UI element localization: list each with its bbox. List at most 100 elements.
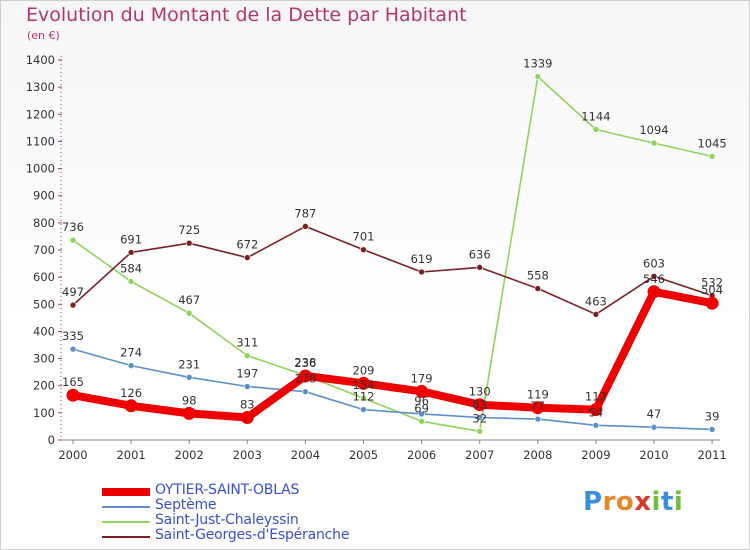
legend-swatch xyxy=(102,521,150,523)
data-label: 1144 xyxy=(581,109,610,123)
data-label: 504 xyxy=(701,283,723,297)
x-tick-label: 2011 xyxy=(697,448,726,462)
data-label: 546 xyxy=(643,272,665,286)
data-label: 231 xyxy=(178,357,200,371)
data-label: 47 xyxy=(647,407,662,421)
data-point xyxy=(534,73,542,80)
data-label: 619 xyxy=(411,252,433,266)
data-point xyxy=(418,410,425,418)
data-label: 179 xyxy=(411,371,433,385)
data-label: 32 xyxy=(472,411,487,425)
axes: 0 100 200 300 400 500 600 700 800 900 1000 1100 1200… xyxy=(26,53,727,462)
data-point xyxy=(244,254,251,261)
y-tick-label: 200 xyxy=(33,379,55,393)
data-label: 311 xyxy=(236,336,258,350)
x-tick-label: 2000 xyxy=(58,448,87,462)
y-tick-label: 700 xyxy=(33,243,55,257)
data-label: 236 xyxy=(294,356,316,370)
y-tick-label: 600 xyxy=(33,270,55,284)
x-tick-label: 2003 xyxy=(233,448,262,462)
data-point xyxy=(473,398,487,412)
logo-letter: t xyxy=(660,487,674,517)
series-line-1 xyxy=(72,348,713,431)
data-point xyxy=(244,383,251,390)
data-label: 691 xyxy=(120,232,142,246)
data-label: 69 xyxy=(414,401,429,415)
y-tick-label: 1400 xyxy=(26,53,55,67)
data-point xyxy=(650,423,658,431)
data-point xyxy=(708,426,716,433)
data-label: 1045 xyxy=(697,136,726,150)
data-label: 584 xyxy=(120,261,142,275)
chart-title: Evolution du Montant de la Dette par Hab… xyxy=(26,4,467,26)
data-point xyxy=(531,401,545,415)
data-point xyxy=(302,388,309,395)
data-point xyxy=(360,394,367,402)
y-tick-label: 800 xyxy=(33,216,55,230)
data-point xyxy=(708,153,716,160)
data-label: 603 xyxy=(643,256,665,270)
data-label: 1094 xyxy=(639,123,668,137)
legend-label: Septème xyxy=(155,497,217,513)
data-label: 130 xyxy=(469,385,491,399)
data-point xyxy=(124,399,138,413)
data-label: 119 xyxy=(527,388,549,402)
series-line-2 xyxy=(72,75,713,433)
logo-letter: r xyxy=(602,487,616,517)
data-point xyxy=(476,264,484,271)
data-label: 165 xyxy=(62,375,84,389)
data-point xyxy=(69,236,77,244)
x-tick-label: 2001 xyxy=(116,448,145,462)
logo-letter: P xyxy=(583,487,603,517)
data-label: 197 xyxy=(236,367,258,381)
data-point xyxy=(589,403,603,417)
data-label: 238 xyxy=(294,355,316,369)
data-label: 112 xyxy=(353,390,375,404)
data-point xyxy=(185,373,193,381)
data-label: 83 xyxy=(240,397,255,411)
data-point xyxy=(592,422,600,429)
x-tick-label: 2009 xyxy=(581,448,610,462)
legend-label: OYTIER-SAINT-OBLAS xyxy=(155,482,300,498)
data-point xyxy=(244,352,251,359)
data-label: 112 xyxy=(585,390,607,404)
data-point xyxy=(127,278,135,285)
data-point xyxy=(240,410,254,424)
legend-swatch xyxy=(102,506,150,508)
data-labels: 736 584 467 311 238 154 69 32 1339 1144 1094 1045 33… xyxy=(62,57,727,426)
data-point xyxy=(360,406,367,413)
legend-label: Saint-Just-Chaleyssin xyxy=(155,512,299,528)
data-label: 77 xyxy=(530,399,545,413)
data-label: 335 xyxy=(62,329,84,343)
data-point xyxy=(69,345,77,353)
data-label: 1339 xyxy=(523,57,552,71)
data-label: 467 xyxy=(178,293,200,307)
data-label: 497 xyxy=(62,285,84,299)
data-point xyxy=(534,285,542,292)
data-label: 126 xyxy=(120,386,142,400)
data-label: 178 xyxy=(294,372,316,386)
y-tick-label: 900 xyxy=(33,189,55,203)
y-tick-label: 1000 xyxy=(26,162,55,176)
data-label: 463 xyxy=(585,294,607,308)
x-tick-label: 2007 xyxy=(465,448,494,462)
data-point xyxy=(647,285,661,299)
data-label: 274 xyxy=(120,346,142,360)
data-point xyxy=(534,415,542,423)
logo-letter: i xyxy=(651,487,661,517)
legend: OYTIER-SAINT-OBLAS Septème Saint-Just-Chal… xyxy=(100,482,430,545)
data-label: 725 xyxy=(178,223,200,237)
data-point xyxy=(418,417,425,425)
data-label: 672 xyxy=(236,238,258,252)
x-tick-label: 2008 xyxy=(523,448,552,462)
legend-swatch xyxy=(102,536,150,538)
data-point xyxy=(185,239,193,247)
data-point xyxy=(650,139,658,147)
chart-unit: (en €) xyxy=(27,29,60,42)
y-tick-label: 1300 xyxy=(26,80,55,94)
data-point xyxy=(415,384,429,398)
series-layer xyxy=(66,73,719,435)
legend-item: Septème xyxy=(100,497,430,515)
series-line-0 xyxy=(69,287,717,422)
data-point xyxy=(66,388,80,402)
